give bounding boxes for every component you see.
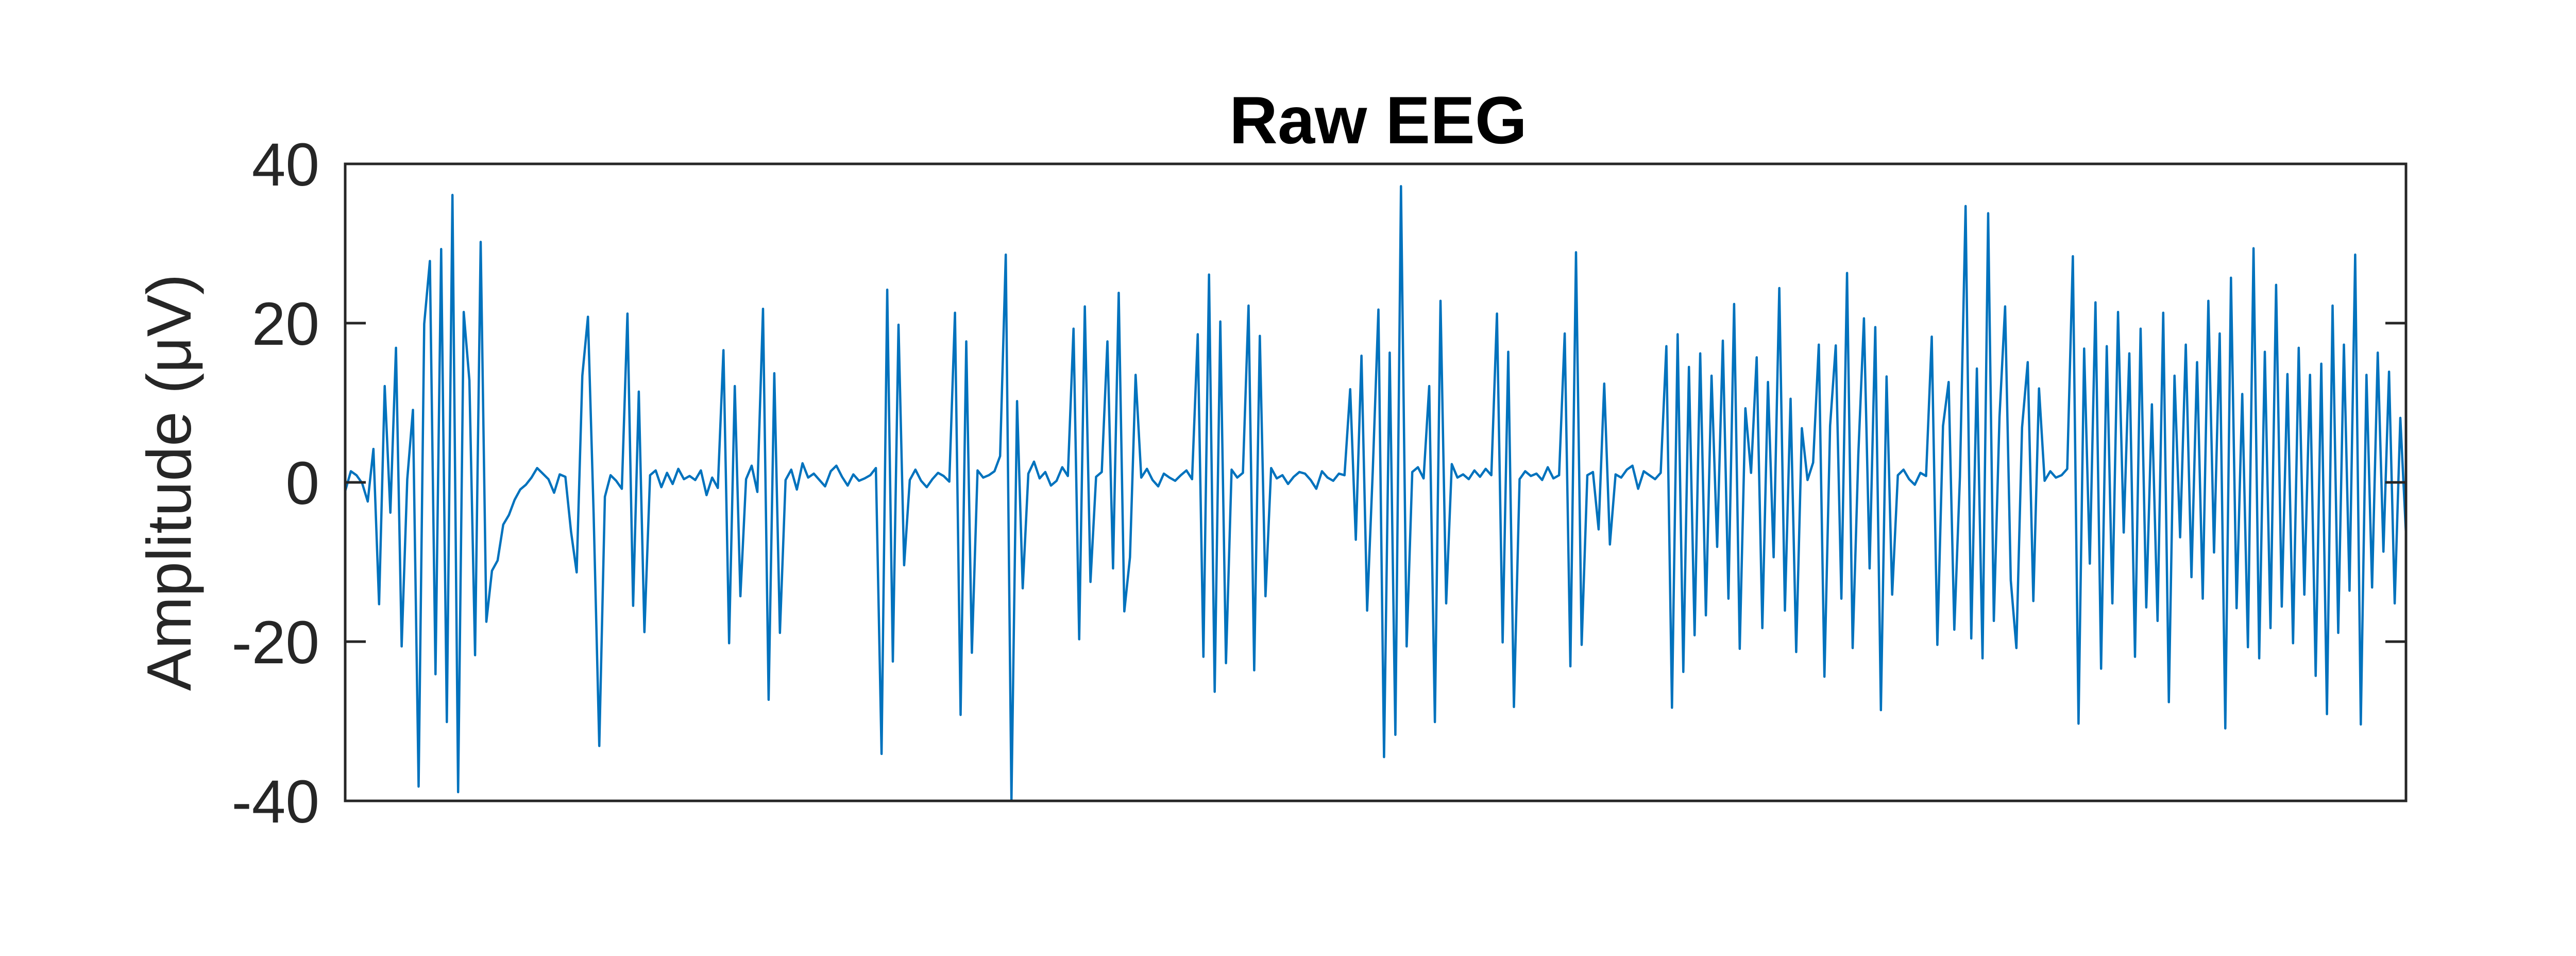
y-tick-label: -40 (231, 768, 319, 836)
y-axis-ticks: 40 20 0 -20 -40 (231, 131, 2406, 836)
y-tick-label: -20 (231, 609, 319, 677)
y-tick-label: 0 (285, 449, 319, 517)
y-axis-label: Amplitude (μV) (134, 274, 204, 691)
y-tick-label: 40 (252, 131, 319, 199)
plot-background (345, 164, 2406, 801)
y-tick-label: 20 (252, 290, 319, 358)
plot-area (344, 162, 2408, 802)
eeg-signal-line (344, 185, 2408, 802)
chart-title: Raw EEG (1229, 82, 1527, 158)
